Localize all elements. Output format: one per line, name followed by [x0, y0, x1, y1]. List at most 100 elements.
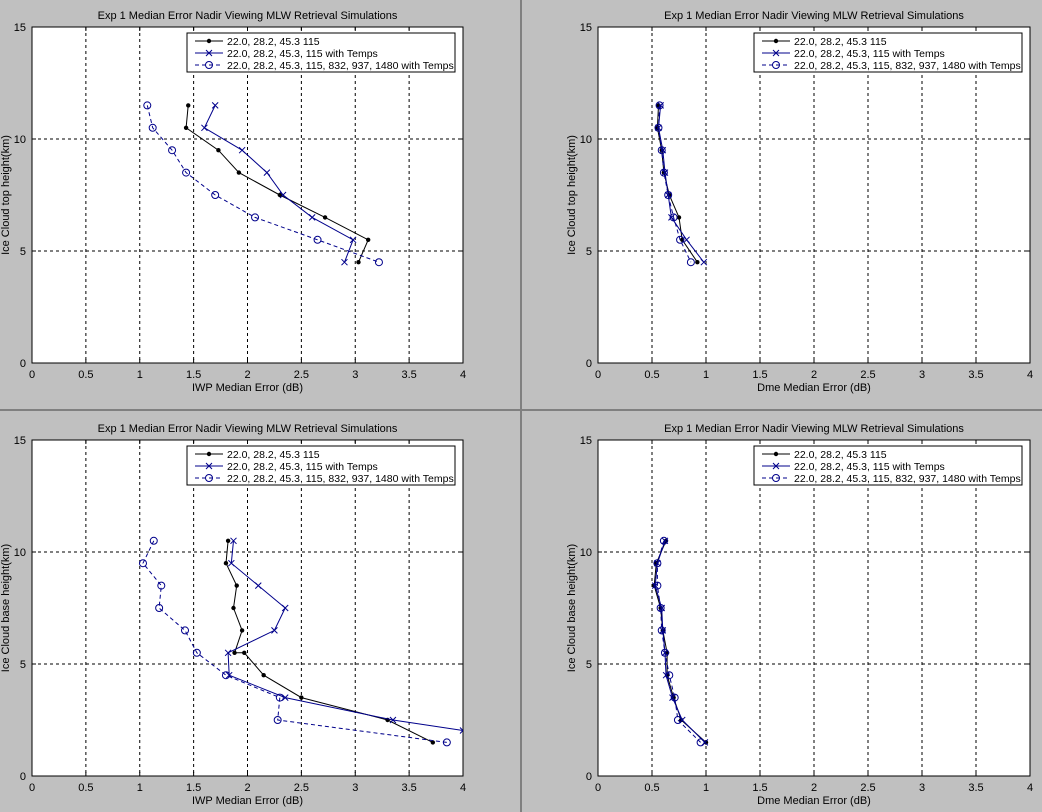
data-point — [181, 626, 190, 635]
x-tick-label: 1 — [137, 782, 143, 794]
data-point — [225, 538, 231, 543]
data-point — [211, 191, 220, 199]
data-point — [251, 213, 260, 222]
data-point — [676, 215, 682, 220]
data-point — [356, 260, 361, 265]
data-point — [653, 559, 662, 568]
chart-panel-3: 0 0.5 1 1.5 2 2.5 3 3.5 4 0 5 10 15 Exp 1 Median Erro… — [0, 423, 466, 807]
y-axis-label: Ice Cloud top height(km) — [566, 135, 578, 255]
data-point — [182, 168, 191, 177]
data-point — [205, 462, 213, 470]
y-tick-label: 10 — [14, 134, 26, 146]
data-point — [657, 626, 666, 635]
data-point — [273, 716, 282, 724]
data-point — [279, 191, 287, 199]
series-line-2 — [227, 540, 463, 731]
data-point — [277, 192, 283, 198]
series-line-3 — [656, 540, 701, 743]
y-tick-label: 5 — [20, 659, 26, 671]
x-tick-label: 3.5 — [401, 369, 416, 381]
y-tick-label: 10 — [14, 547, 26, 559]
data-point — [773, 451, 779, 457]
data-point — [239, 628, 245, 633]
data-point — [216, 148, 221, 153]
data-point — [205, 49, 213, 57]
data-point — [281, 604, 289, 612]
x-tick-label: 0.5 — [78, 369, 93, 381]
data-point — [201, 124, 208, 132]
x-tick-label: 0.5 — [644, 782, 659, 794]
x-tick-label: 2 — [811, 369, 817, 381]
y-tick-label: 15 — [580, 22, 592, 34]
data-point — [772, 61, 780, 69]
legend-box — [186, 32, 456, 73]
chart-panel-2: 0 0.5 1 1.5 2 2.5 3 3.5 4 0 5 10 15 Exp 1 Median Erro… — [566, 10, 1033, 394]
legend-label-2: 22.0, 28.2, 45.3, 115 with Temps — [794, 48, 945, 60]
legend-label-1: 22.0, 28.2, 45.3 115 — [227, 449, 320, 461]
legend-box — [753, 445, 1023, 486]
data-point — [149, 536, 158, 545]
data-point — [701, 739, 709, 746]
data-point — [313, 235, 322, 244]
data-point — [660, 648, 669, 657]
data-point — [703, 740, 709, 745]
data-point — [205, 61, 213, 69]
data-point — [772, 462, 780, 470]
data-point — [206, 451, 212, 457]
data-point — [234, 583, 239, 588]
plot-series-group — [143, 101, 383, 267]
chart-title: Exp 1 Median Error Nadir Viewing MLW Ret… — [98, 10, 398, 22]
data-point — [659, 536, 668, 545]
data-point — [224, 649, 232, 657]
data-point — [686, 258, 695, 267]
y-tick-label: 0 — [586, 771, 592, 783]
x-axis-label: Dme Median Error (dB) — [757, 382, 871, 394]
legend-label-2: 22.0, 28.2, 45.3, 115 with Temps — [227, 48, 378, 60]
data-point — [695, 260, 700, 265]
data-point — [227, 559, 235, 567]
legend-label-1: 22.0, 28.2, 45.3 115 — [794, 36, 887, 48]
legend-label-3: 22.0, 28.2, 45.3, 115, 832, 937, 1480 wi… — [794, 60, 1021, 72]
y-axis-label: Ice Cloud base height(km) — [566, 544, 578, 672]
legend-label-1: 22.0, 28.2, 45.3 115 — [794, 449, 887, 461]
y-tick-label: 5 — [20, 246, 26, 258]
data-point — [183, 125, 189, 130]
legend-label-3: 22.0, 28.2, 45.3, 115, 832, 937, 1480 wi… — [227, 60, 454, 72]
data-point — [655, 101, 664, 110]
series-line-2 — [654, 540, 706, 743]
x-axis-label: Dme Median Error (dB) — [757, 795, 871, 807]
x-axis-label: IWP Median Error (dB) — [192, 795, 303, 807]
y-tick-label: 15 — [14, 435, 26, 447]
x-tick-label: 2 — [811, 782, 817, 794]
y-axis-label: Ice Cloud top height(km) — [0, 135, 12, 255]
data-point — [341, 258, 348, 266]
x-tick-label: 0.5 — [644, 369, 659, 381]
data-point — [211, 102, 219, 109]
data-point — [138, 559, 147, 568]
legend-label-3: 22.0, 28.2, 45.3, 115, 832, 937, 1480 wi… — [227, 473, 454, 485]
data-point — [673, 716, 682, 724]
y-tick-label: 15 — [14, 22, 26, 34]
data-point — [430, 740, 436, 745]
data-point — [365, 237, 371, 242]
x-tick-label: 3.5 — [968, 782, 983, 794]
data-point — [653, 581, 662, 590]
data-point — [192, 648, 201, 657]
data-point — [683, 236, 690, 244]
x-tick-label: 1 — [703, 782, 709, 794]
x-tick-label: 0 — [595, 369, 601, 381]
data-point — [261, 673, 266, 678]
x-tick-label: 4 — [460, 369, 466, 381]
x-tick-label: 2 — [244, 782, 250, 794]
series-line-3 — [657, 105, 692, 263]
x-tick-label: 3 — [352, 782, 358, 794]
x-tick-label: 3.5 — [401, 782, 416, 794]
legend-label-2: 22.0, 28.2, 45.3, 115 with Temps — [794, 461, 945, 473]
x-tick-label: 1.5 — [752, 369, 767, 381]
y-tick-label: 0 — [20, 358, 26, 370]
x-tick-label: 1.5 — [186, 369, 201, 381]
data-point — [669, 213, 678, 222]
